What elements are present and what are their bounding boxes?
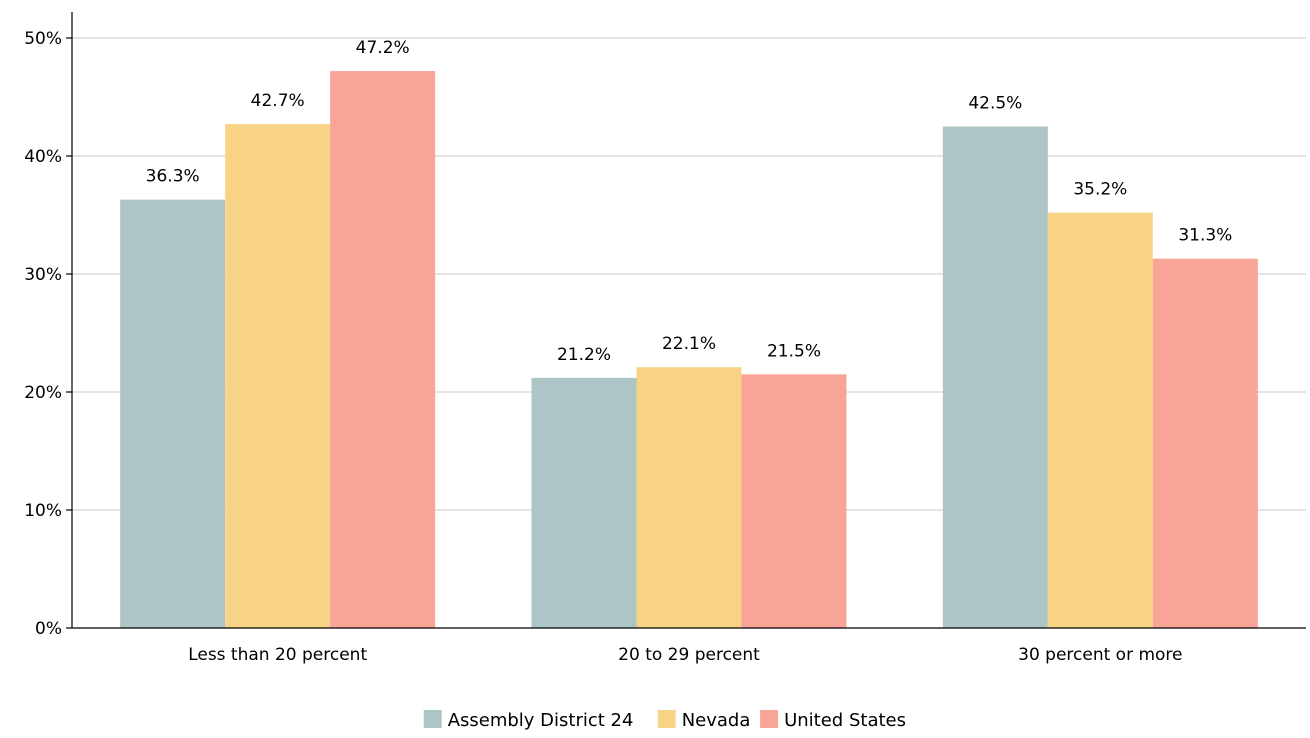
legend-swatch xyxy=(657,710,676,728)
data-label: 21.2% xyxy=(557,345,611,365)
legend-label: Nevada xyxy=(682,710,751,731)
data-label: 36.3% xyxy=(146,167,200,187)
bar xyxy=(1047,212,1153,628)
legend-item: Assembly District 24 xyxy=(423,710,634,731)
bar xyxy=(741,374,847,628)
bar xyxy=(636,367,742,628)
data-label: 22.1% xyxy=(662,334,716,354)
data-label: 47.2% xyxy=(356,38,410,58)
legend-item: United States xyxy=(760,710,906,731)
x-tick-label: 30 percent or more xyxy=(1018,645,1182,665)
legend: Assembly District 24 Nevada United States xyxy=(423,710,906,731)
bar xyxy=(120,199,226,628)
bar xyxy=(225,124,331,628)
y-tick-label: 20% xyxy=(24,383,62,403)
legend-swatch xyxy=(760,710,779,728)
x-tick-label: 20 to 29 percent xyxy=(618,645,760,665)
y-tick-label: 30% xyxy=(24,265,62,285)
legend-label: United States xyxy=(784,710,906,731)
legend-item: Nevada xyxy=(657,710,751,731)
bar xyxy=(942,126,1048,628)
legend-label: Assembly District 24 xyxy=(448,710,634,731)
bars-layer xyxy=(120,71,1258,629)
data-label: 42.7% xyxy=(251,91,305,111)
x-tick-label: Less than 20 percent xyxy=(188,645,367,665)
y-tick-label: 50% xyxy=(24,29,62,49)
labels-layer: 0% 10% 20% 30% 40% 50% 36.3% 42.7% 47.2% Less tha… xyxy=(24,29,1232,665)
y-tick-label: 10% xyxy=(24,501,62,521)
data-label: 21.5% xyxy=(767,341,821,361)
y-tick-label: 40% xyxy=(24,147,62,167)
data-label: 35.2% xyxy=(1073,180,1127,200)
y-tick-label: 0% xyxy=(35,619,62,639)
data-label: 42.5% xyxy=(968,94,1022,114)
axis-layer xyxy=(71,12,1306,629)
bar xyxy=(531,377,637,628)
bar xyxy=(330,71,436,629)
data-label: 31.3% xyxy=(1178,226,1232,246)
bar xyxy=(1152,258,1258,628)
legend-swatch xyxy=(423,710,442,728)
